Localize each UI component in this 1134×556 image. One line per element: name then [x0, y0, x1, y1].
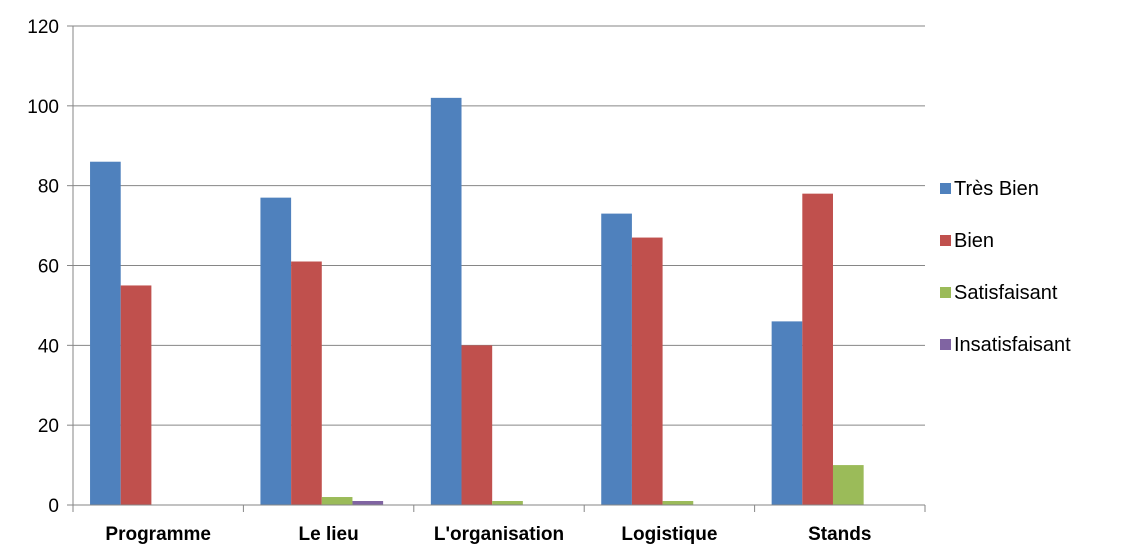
bar-bien-3	[631, 237, 663, 505]
bar-satisfaisant-1	[321, 497, 353, 505]
y-tick-label: 80	[38, 177, 59, 198]
x-tick-label: Logistique	[621, 524, 717, 545]
y-tick-label: 20	[38, 416, 59, 437]
x-tick-label: L'organisation	[434, 524, 564, 545]
legend: Très Bien Bien Satisfaisant Insatisfaisant	[940, 178, 1071, 356]
bar-tres-bien-2	[430, 97, 462, 505]
legend-label: Satisfaisant	[954, 282, 1058, 304]
bar-bien-0	[120, 285, 152, 505]
bar-bien-1	[291, 261, 322, 505]
legend-swatch	[940, 235, 951, 246]
legend-label: Très Bien	[954, 178, 1039, 200]
x-tick-label: Stands	[808, 524, 871, 545]
bar-satisfaisant-4	[832, 465, 864, 505]
legend-swatch	[940, 287, 951, 298]
bar-insatisfaisant-1	[352, 501, 384, 505]
bar-satisfaisant-3	[662, 501, 694, 505]
legend-swatch	[940, 339, 951, 350]
legend-label: Insatisfaisant	[954, 334, 1071, 356]
x-tick-label: Programme	[105, 524, 211, 545]
bar-tres-bien-3	[601, 213, 632, 505]
x-tick-label: Le lieu	[299, 524, 359, 545]
bar-tres-bien-0	[90, 161, 121, 505]
y-tick-label: 100	[27, 97, 59, 118]
bar-bien-4	[802, 193, 833, 505]
y-tick-label: 40	[38, 336, 59, 357]
x-tick-labels: Programme Le lieu L'organisation Logistique…	[105, 524, 871, 545]
bar-bien-2	[461, 345, 493, 505]
axes	[67, 25, 926, 512]
y-tick-label: 60	[38, 257, 59, 278]
bars	[90, 97, 864, 505]
bar-satisfaisant-2	[492, 501, 523, 505]
bar-tres-bien-4	[771, 321, 803, 505]
bar-tres-bien-1	[260, 197, 292, 505]
legend-swatch	[940, 183, 951, 194]
legend-label: Bien	[954, 230, 994, 252]
y-tick-label: 120	[27, 17, 59, 38]
y-tick-label: 0	[48, 496, 59, 517]
y-tick-labels: 0 20 40 60 80 100 120	[27, 17, 59, 517]
